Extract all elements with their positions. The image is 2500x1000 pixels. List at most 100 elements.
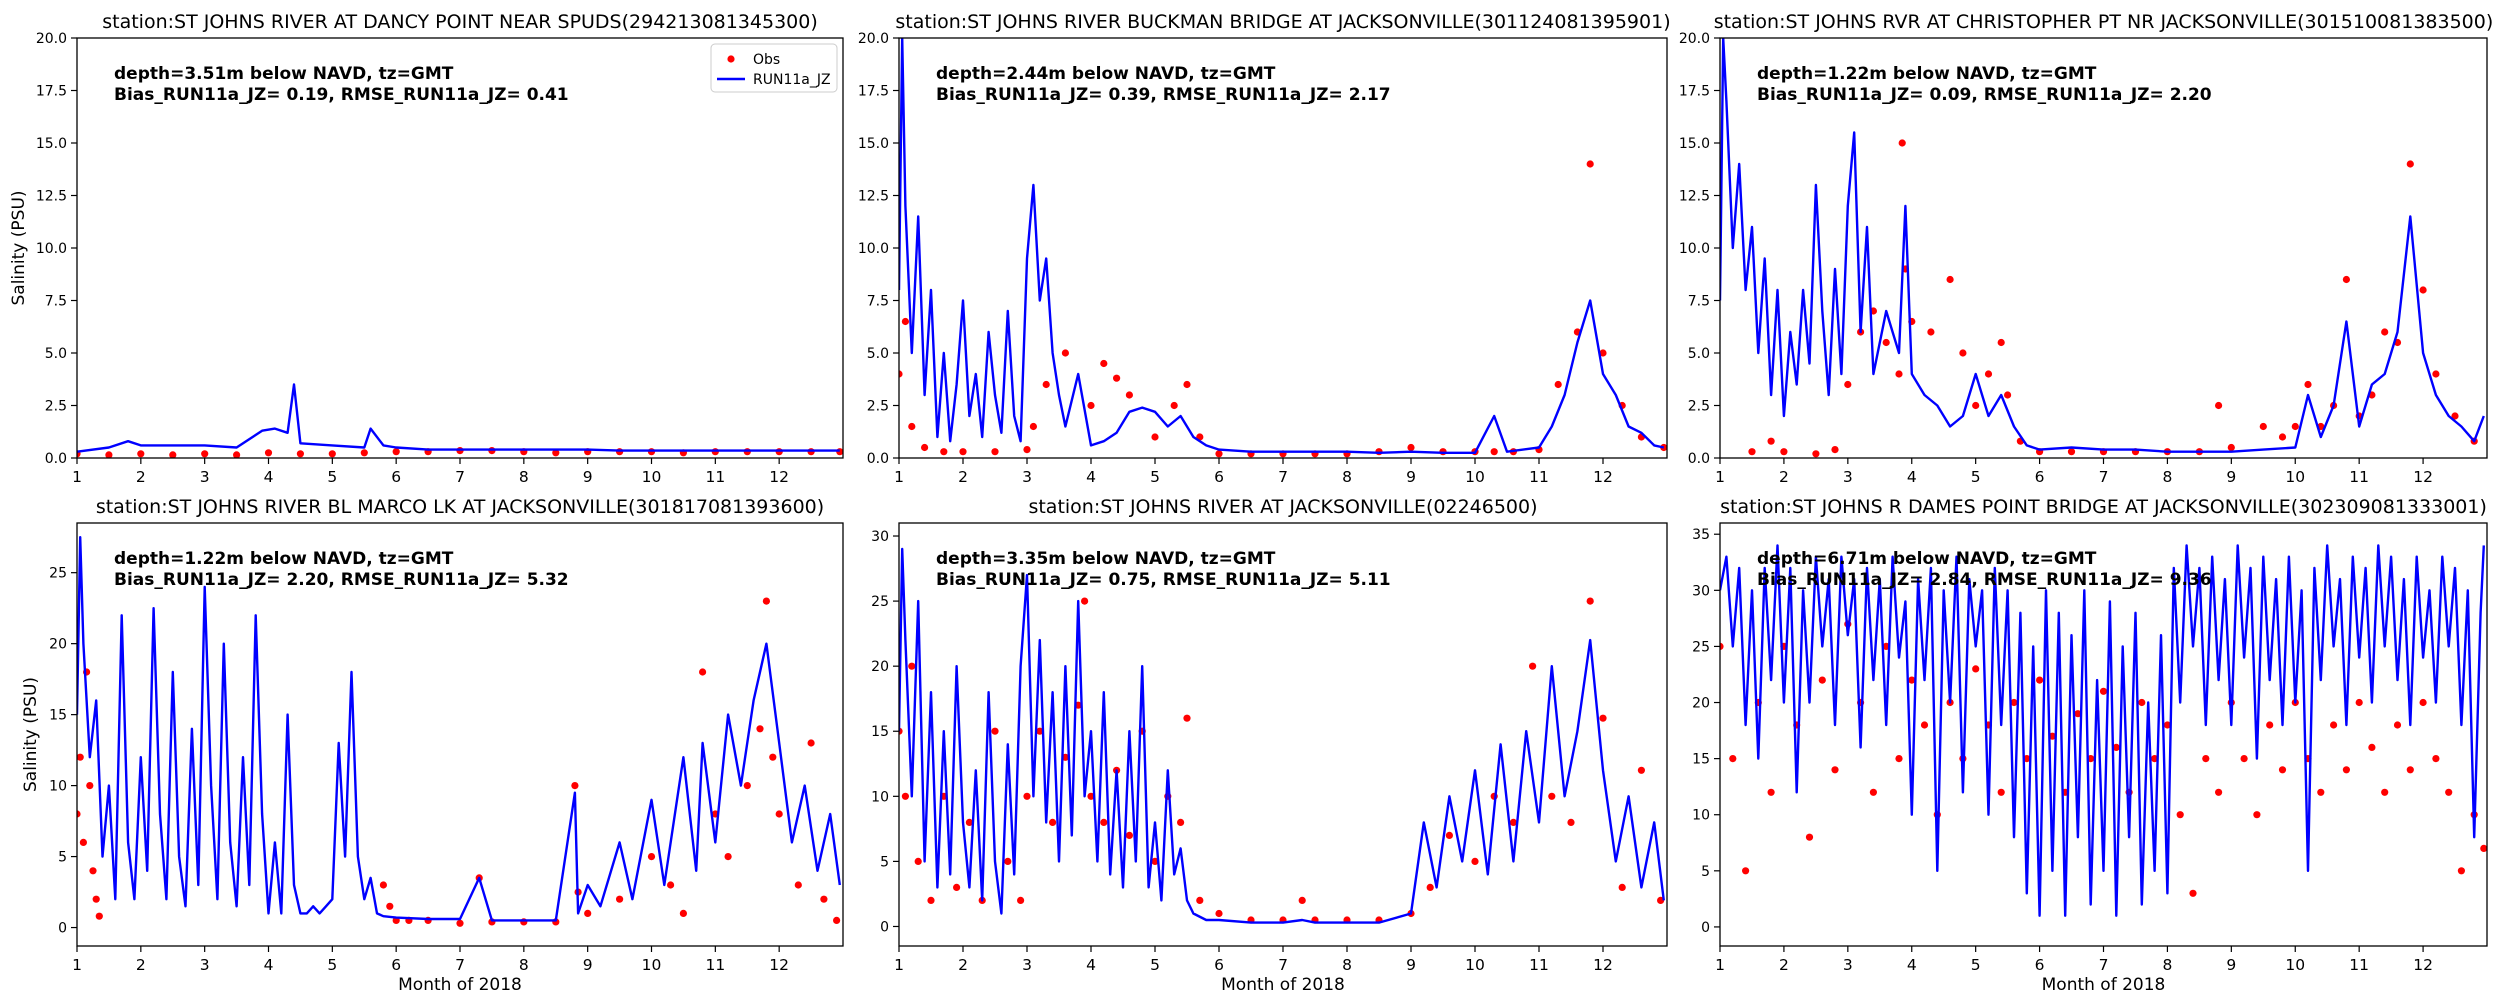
obs-point: [1100, 359, 1108, 368]
depth-annotation: depth=2.44m below NAVD, tz=GMT: [936, 64, 1276, 84]
obs-point: [2317, 788, 2325, 796]
obs-point: [2381, 328, 2389, 336]
obs-point: [1471, 857, 1479, 866]
y-tick-label: 17.5: [858, 84, 889, 100]
obs-point: [2480, 844, 2487, 852]
model-series-line: [1720, 38, 2485, 453]
y-tick-label: 10.0: [1679, 241, 1710, 257]
obs-point: [833, 916, 841, 925]
model-series-line: [899, 547, 1665, 924]
obs-point: [2010, 698, 2018, 707]
obs-point: [1177, 818, 1185, 827]
obs-point: [1997, 788, 2005, 796]
obs-point: [2215, 401, 2223, 410]
x-tick-label: 11: [2349, 468, 2369, 486]
stats-annotation: Bias_RUN11a_JZ= 0.75, RMSE_RUN11a_JZ= 5.…: [936, 570, 1391, 590]
y-tick-label: 7.5: [1688, 294, 1710, 310]
chart-panel-4: station:ST JOHNS RIVER BL MARCO LK AT JA…: [21, 496, 844, 995]
x-tick-label: 5: [1150, 468, 1160, 486]
legend-model-label: RUN11a_JZ: [753, 72, 831, 88]
obs-point: [1729, 755, 1737, 763]
legend-obs-label: Obs: [753, 52, 780, 68]
obs-point: [762, 597, 771, 605]
x-tick-label: 7: [1278, 468, 1288, 486]
obs-point: [1984, 370, 1993, 378]
x-tick-label: 11: [1529, 468, 1549, 486]
x-tick-label: 9: [2226, 956, 2236, 974]
obs-point: [1618, 883, 1626, 892]
chart-panel-6: station:ST JOHNS R DAMES POINT BRIDGE AT…: [1692, 496, 2488, 995]
y-tick-label: 20: [49, 637, 67, 653]
obs-point: [1170, 401, 1178, 410]
x-tick-label: 8: [1342, 468, 1352, 486]
obs-point: [1767, 437, 1775, 445]
x-tick-label: 5: [1971, 956, 1981, 974]
y-tick-label: 20: [871, 659, 889, 675]
y-tick-label: 12.5: [1679, 189, 1710, 205]
y-tick-label: 10: [1692, 808, 1710, 824]
obs-point: [1895, 755, 1903, 763]
x-tick-label: 11: [705, 956, 725, 974]
obs-point: [1748, 448, 1756, 456]
y-tick-label: 2.5: [867, 399, 889, 415]
obs-point: [1742, 867, 1750, 875]
x-tick-label: 2: [1779, 956, 1789, 974]
x-tick-label: 9: [1406, 468, 1416, 486]
obs-point: [392, 448, 400, 456]
x-tick-label: 6: [1214, 956, 1224, 974]
obs-point: [1183, 380, 1191, 389]
depth-annotation: depth=6.71m below NAVD, tz=GMT: [1757, 549, 2097, 569]
x-tick-label: 5: [1971, 468, 1981, 486]
x-tick-label: 12: [2413, 956, 2433, 974]
x-tick-label: 1: [72, 956, 82, 974]
obs-point: [2202, 755, 2210, 763]
y-tick-label: 10.0: [858, 241, 889, 257]
x-tick-label: 2: [136, 956, 146, 974]
y-tick-label: 5: [58, 850, 67, 866]
x-tick-label: 8: [519, 956, 529, 974]
y-tick-label: 17.5: [1679, 84, 1710, 100]
obs-point: [386, 902, 394, 910]
obs-point: [2266, 721, 2274, 729]
obs-point: [2067, 448, 2076, 456]
obs-point: [86, 782, 94, 790]
obs-point: [1554, 380, 1562, 389]
obs-point: [1113, 374, 1121, 382]
x-tick-label: 11: [2349, 956, 2369, 974]
obs-point: [296, 450, 304, 458]
x-tick-label: 1: [1715, 468, 1725, 486]
obs-point: [1972, 665, 1980, 673]
chart-panel-2: station:ST JOHNS RIVER BUCKMAN BRIDGE AT…: [858, 11, 1671, 486]
depth-annotation: depth=1.22m below NAVD, tz=GMT: [1757, 64, 2097, 84]
x-tick-label: 4: [264, 956, 274, 974]
x-tick-label: 6: [2035, 956, 2045, 974]
y-tick-label: 7.5: [867, 294, 889, 310]
y-tick-label: 25: [871, 594, 889, 610]
obs-point: [1087, 792, 1095, 800]
obs-point: [1831, 766, 1839, 774]
y-tick-label: 15: [49, 708, 67, 724]
obs-point: [79, 838, 87, 847]
y-tick-label: 10: [871, 789, 889, 805]
y-tick-label: 25: [49, 566, 67, 582]
obs-point: [2304, 380, 2312, 389]
obs-point: [2036, 676, 2044, 684]
obs-point: [379, 881, 387, 889]
obs-point: [2259, 422, 2267, 431]
obs-point: [921, 443, 929, 452]
obs-point: [2419, 698, 2427, 707]
obs-point: [2163, 721, 2171, 729]
obs-point: [899, 370, 903, 378]
obs-point: [2004, 391, 2012, 399]
x-tick-label: 8: [2162, 468, 2172, 486]
obs-point: [1548, 792, 1556, 800]
y-tick-label: 0: [58, 921, 67, 937]
obs-point: [360, 449, 368, 457]
y-tick-label: 2.5: [45, 399, 67, 415]
x-tick-label: 1: [894, 468, 904, 486]
obs-point: [1767, 788, 1775, 796]
obs-point: [794, 881, 802, 889]
x-tick-label: 6: [2035, 468, 2045, 486]
x-tick-label: 7: [455, 956, 465, 974]
